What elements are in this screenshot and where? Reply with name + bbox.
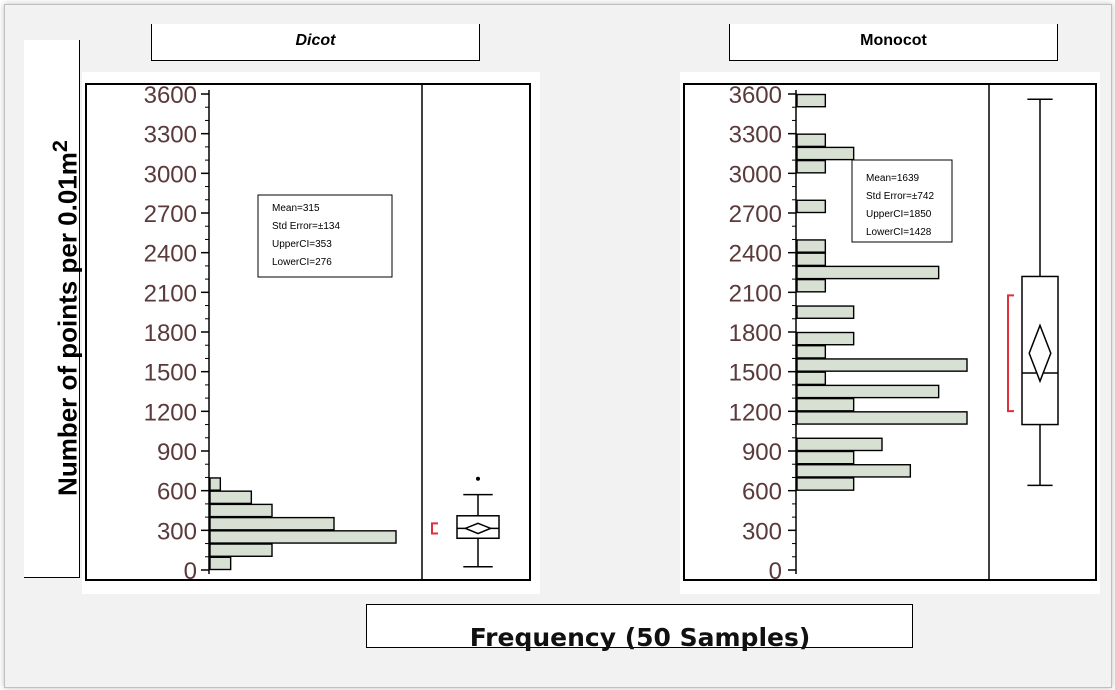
monocot-stats-line: Std Error=±742 — [866, 191, 934, 202]
dicot-y-tick-label: 1200 — [144, 399, 197, 426]
dicot-histogram-bar — [209, 543, 273, 557]
monocot-plot-border — [683, 83, 1097, 581]
monocot-panel-title: Monocot — [729, 24, 1058, 61]
monocot-y-tick-label: 3600 — [729, 82, 782, 109]
monocot-histogram-bar — [796, 331, 855, 346]
monocot-y-tick-label: 3300 — [729, 122, 782, 149]
monocot-y-tick-label: 3000 — [729, 161, 782, 188]
dicot-y-tick-label: 1800 — [144, 320, 197, 347]
dicot-histogram-bar — [209, 503, 273, 518]
monocot-y-tick-label: 2400 — [729, 241, 782, 268]
dicot-histogram-bar — [209, 556, 232, 571]
monocot-y-tick-label: 300 — [742, 518, 782, 545]
monocot-histogram-bar — [796, 477, 855, 491]
monocot-histogram-bar — [796, 93, 827, 108]
dicot-outlier-point — [476, 476, 480, 481]
monocot-y-tick-label: 600 — [742, 479, 782, 506]
monocot-stats-line: Mean=1639 — [866, 173, 920, 184]
dicot-y-tick-label: 300 — [157, 518, 197, 545]
monocot-stats-box — [851, 159, 953, 243]
monocot-histogram-bar — [796, 450, 855, 465]
monocot-histogram-bar — [796, 397, 855, 412]
dicot-y-tick-label: 2100 — [144, 280, 197, 307]
dicot-histogram-bar — [209, 490, 253, 505]
monocot-histogram-bar — [796, 199, 827, 214]
monocot-y-tick-label: 900 — [742, 439, 782, 466]
x-axis-label-box — [366, 604, 913, 648]
dicot-stats-line: UpperCI=353 — [272, 239, 332, 250]
dicot-histogram-bar — [209, 477, 222, 491]
dicot-plot-border — [85, 83, 531, 581]
dicot-y-tick-label: 2700 — [144, 201, 197, 228]
dicot-y-tick-label: 600 — [157, 479, 197, 506]
monocot-y-tick-label: 2100 — [729, 280, 782, 307]
y-axis-label-background — [24, 40, 80, 578]
x-axis-label: Frequency (50 Samples) — [469, 623, 811, 652]
dicot-y-tick-label: 2400 — [144, 241, 197, 268]
monocot-histogram-bar — [796, 159, 827, 174]
dicot-mean-diamond — [463, 522, 493, 535]
dicot-histogram-bar — [209, 530, 397, 544]
monocot-histogram-bar — [796, 345, 827, 359]
monocot-histogram-bar — [796, 252, 827, 267]
monocot-histogram-bar — [796, 305, 855, 319]
monocot-mean-diamond — [1028, 323, 1052, 384]
monocot-stats-line: LowerCI=1428 — [866, 227, 932, 238]
monocot-stats-line: UpperCI=1850 — [866, 209, 932, 220]
dicot-y-tick-label: 3600 — [144, 82, 197, 109]
dicot-panel-title: Dicot — [151, 24, 480, 61]
monocot-histogram-bar — [796, 146, 855, 161]
monocot-histogram-bar — [796, 464, 912, 478]
monocot-y-tick-label: 0 — [769, 558, 782, 585]
dicot-ci-bracket — [431, 522, 438, 535]
dicot-panel — [82, 72, 540, 594]
monocot-histogram-bar — [796, 384, 940, 399]
dicot-y-tick-label: 900 — [157, 439, 197, 466]
dicot-stats-line: Std Error=±134 — [272, 221, 340, 232]
monocot-y-tick-label: 1200 — [729, 399, 782, 426]
monocot-histogram-bar — [796, 239, 827, 253]
monocot-histogram-bar — [796, 133, 827, 148]
monocot-ci-bracket — [1007, 294, 1014, 413]
monocot-histogram-bar — [796, 371, 827, 386]
dicot-y-tick-label: 0 — [184, 558, 197, 585]
dicot-y-tick-label: 1500 — [144, 360, 197, 387]
monocot-histogram-bar — [796, 437, 883, 452]
monocot-histogram-bar — [796, 278, 827, 293]
monocot-y-tick-label: 1800 — [729, 320, 782, 347]
dicot-stats-line: LowerCI=276 — [272, 257, 332, 268]
monocot-histogram-bar — [796, 358, 968, 372]
dicot-y-tick-label: 3300 — [144, 122, 197, 149]
monocot-y-tick-label: 2700 — [729, 201, 782, 228]
dicot-y-tick-label: 3000 — [144, 161, 197, 188]
monocot-histogram-bar — [796, 411, 968, 425]
dicot-stats-line: Mean=315 — [272, 203, 320, 214]
monocot-histogram-bar — [796, 265, 940, 280]
dicot-histogram-bar — [209, 516, 335, 531]
dicot-stats-box — [257, 194, 393, 278]
monocot-y-tick-label: 1500 — [729, 360, 782, 387]
